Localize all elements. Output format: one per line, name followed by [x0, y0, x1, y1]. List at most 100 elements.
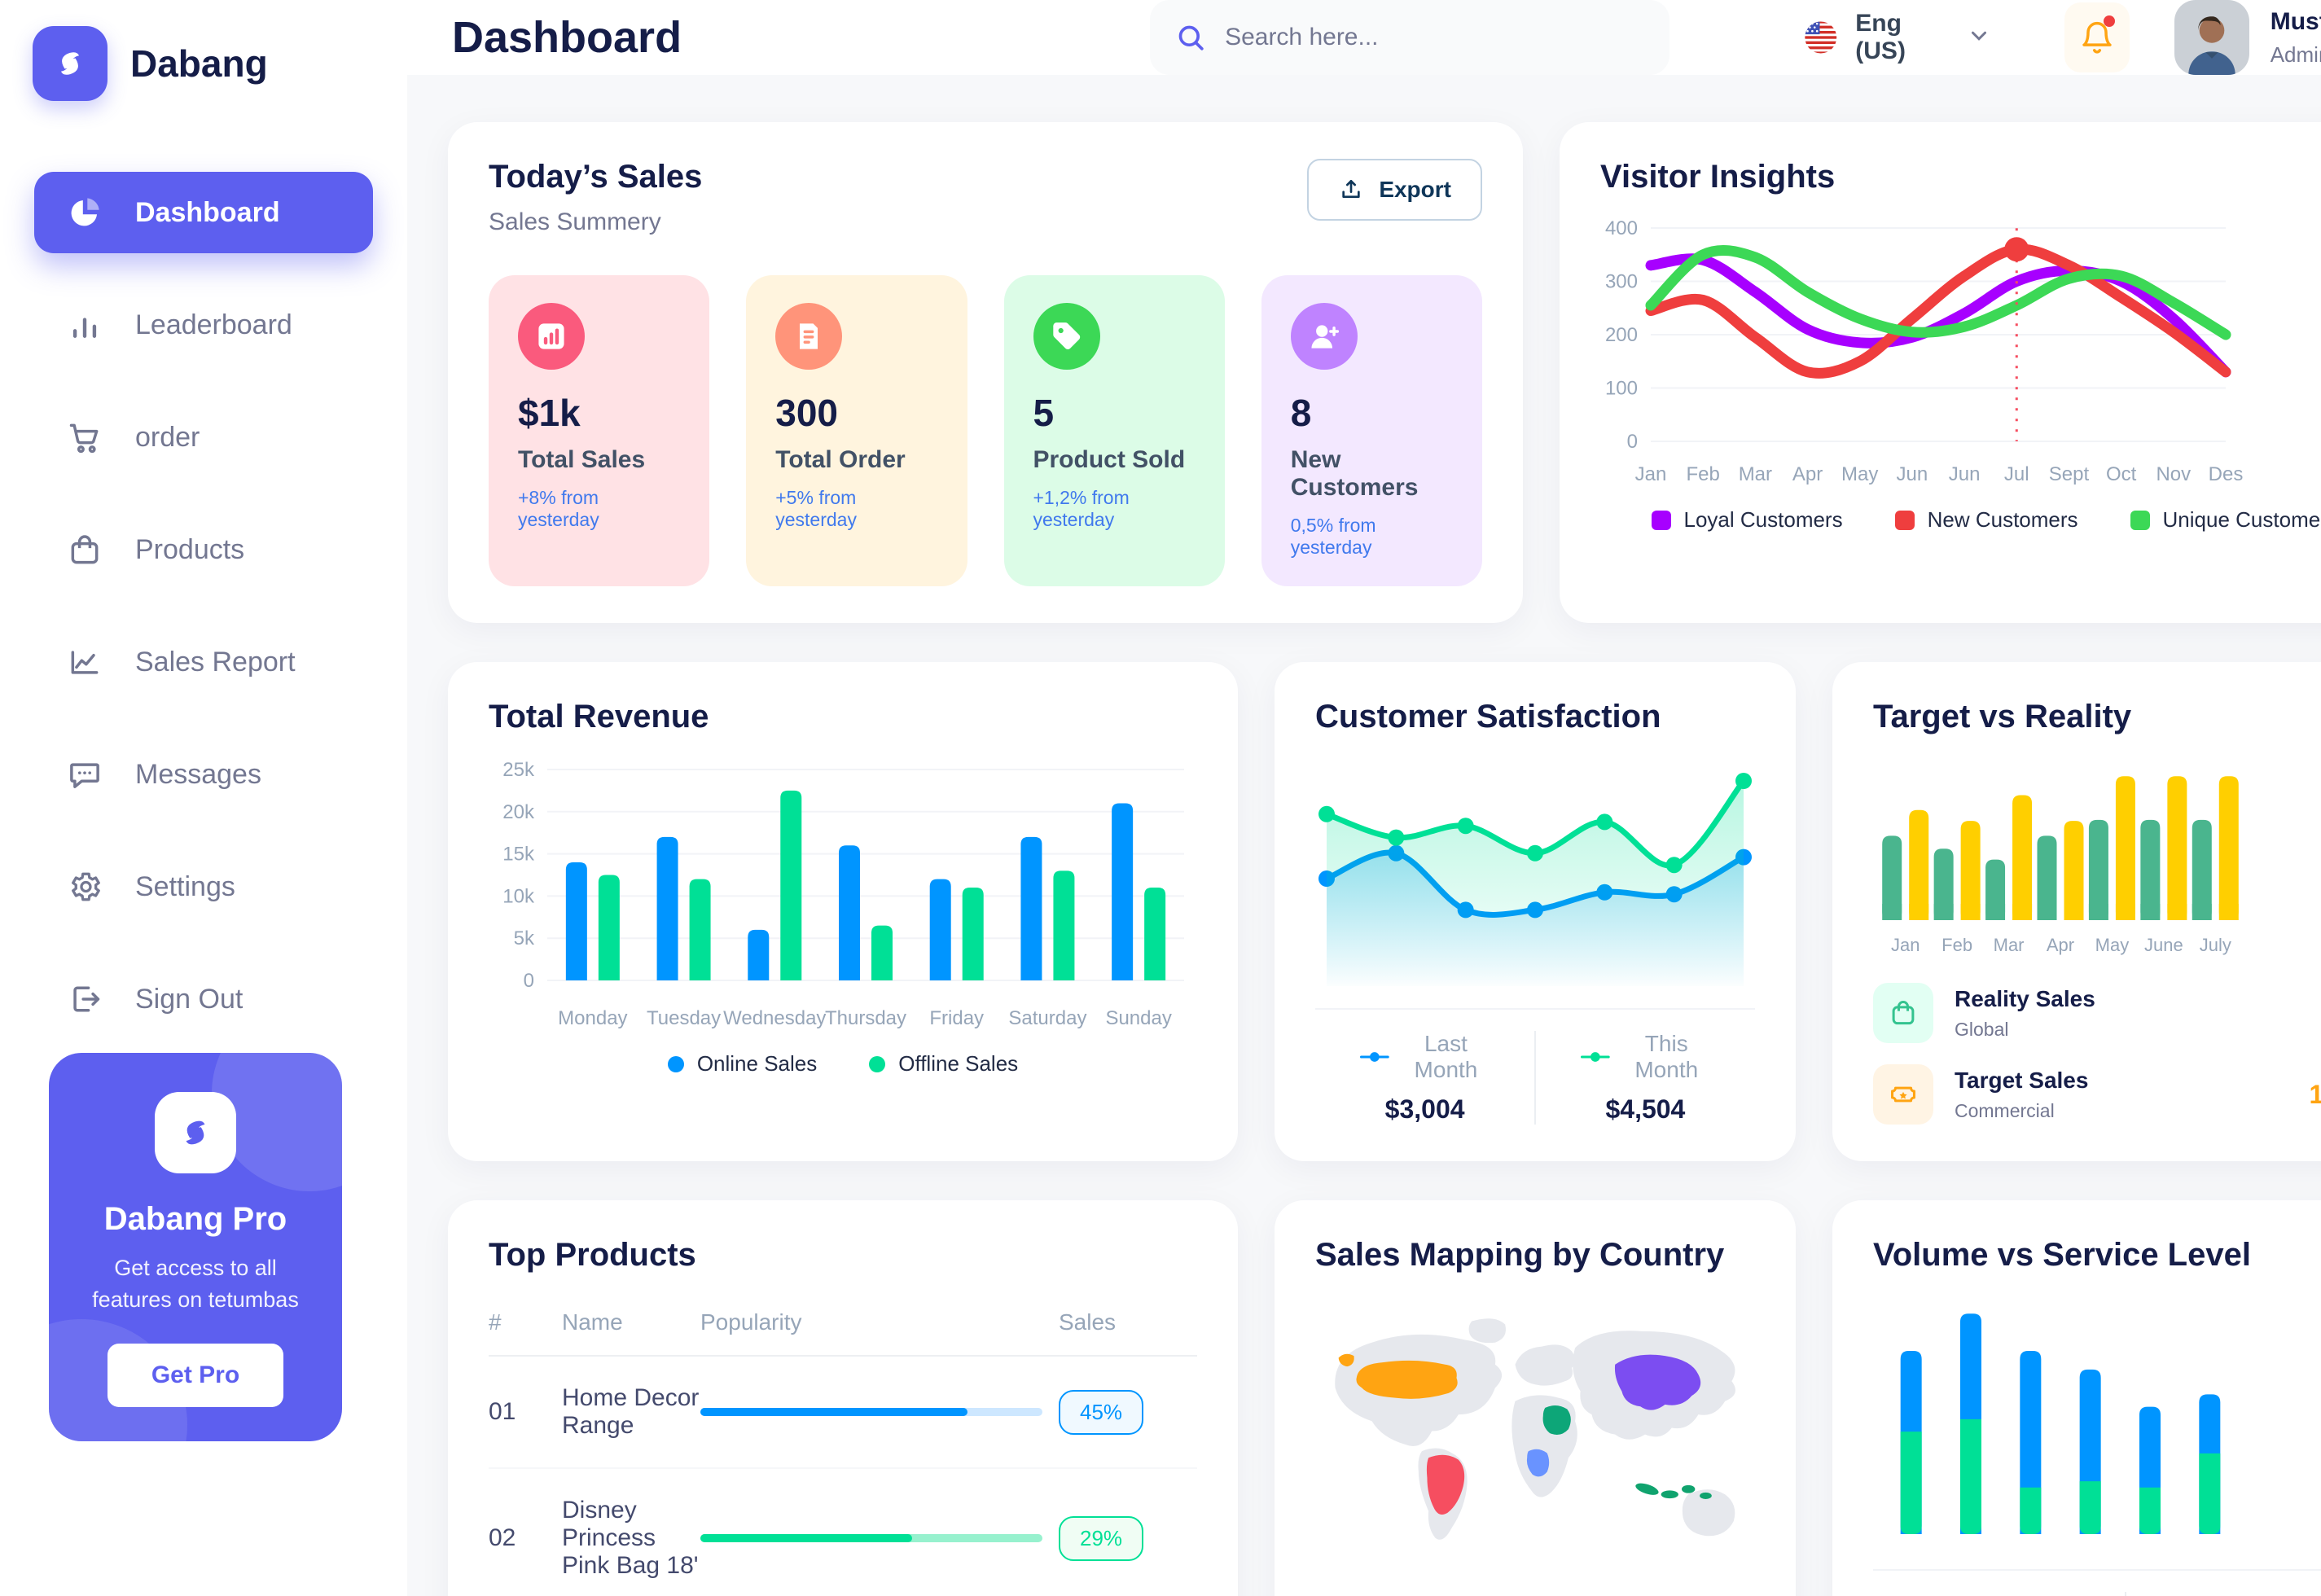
legend-swatch — [667, 1055, 684, 1072]
legend-swatch — [2130, 510, 2150, 530]
user-name: Musfiq — [2270, 7, 2321, 35]
profile-text: Musfiq Admin — [2271, 8, 2321, 68]
sidebar-item-products[interactable]: Products — [34, 509, 373, 590]
svg-text:25k: 25k — [502, 759, 535, 781]
visitor-insights-card: Visitor Insights 0 100 200 300 400 Jan Feb Mar A… — [1560, 122, 2321, 623]
sidebar-item-label: Settings — [135, 870, 235, 902]
product-name: Disney Princess Pink Bag 18' — [562, 1497, 699, 1579]
notification-bell-button[interactable] — [2064, 2, 2130, 72]
summary-value: 12.122 — [2309, 1079, 2321, 1109]
product-row-home-decor-range: 01 Home Decor Range 45% — [489, 1357, 1197, 1469]
svg-text:Mar: Mar — [1739, 463, 1772, 485]
svg-text:Feb: Feb — [1941, 935, 1972, 955]
legend-item-new-customers: New Customers — [1894, 507, 2078, 533]
legend-swatch — [869, 1055, 886, 1072]
country-saudi-arabia — [1542, 1405, 1571, 1436]
svg-text:0: 0 — [1627, 431, 1638, 453]
stat-delta: +5% from yesterday — [775, 487, 857, 530]
dabang-pro-logo-icon — [155, 1091, 236, 1173]
legend-entry-volume: Volume1,135 — [1929, 1592, 2124, 1596]
summary-row-target-sales: Target Sales Commercial 12.122 — [1873, 1064, 2321, 1125]
sidebar-item-sign-out[interactable]: Sign Out — [34, 958, 373, 1040]
country-brazil — [1426, 1454, 1465, 1515]
country-usa — [1356, 1360, 1458, 1399]
product-rank: 02 — [489, 1524, 516, 1551]
volume-service-legend: Volume1,135Services635 — [1873, 1592, 2321, 1596]
country-dr-congo — [1526, 1449, 1550, 1477]
svg-text:Apr: Apr — [2047, 935, 2074, 955]
svg-text:300: 300 — [1605, 271, 1638, 293]
svg-text:0: 0 — [524, 970, 534, 992]
legend-entry-services: Services635 — [2126, 1592, 2321, 1596]
svg-text:Jan: Jan — [1635, 463, 1667, 485]
column-header: Sales — [1059, 1309, 1117, 1335]
sales-badge: 29% — [1059, 1515, 1144, 1561]
sidebar-item-order[interactable]: order — [34, 397, 373, 478]
top-products-table: # Name Popularity Sales 01 Home Decor Range … — [489, 1298, 1197, 1596]
country-indonesia — [1700, 1492, 1712, 1499]
sidebar-item-label: Sign Out — [135, 983, 244, 1015]
summary-sublabel: Global — [1955, 1018, 2009, 1040]
svg-text:July: July — [2200, 935, 2231, 955]
sidebar-item-messages[interactable]: Messages — [34, 734, 373, 815]
svg-text:Sept: Sept — [2049, 463, 2090, 485]
country-china — [1614, 1354, 1701, 1410]
chart-bars-icon — [518, 303, 585, 370]
column-header: # — [489, 1309, 502, 1335]
svg-text:Friday: Friday — [929, 1007, 984, 1029]
stat-card-total-sales: $1k Total Sales +8% from yesterday — [489, 275, 710, 586]
receipt-icon — [775, 303, 843, 370]
summary-label: Reality Sales — [1955, 985, 2095, 1011]
column-header: Name — [562, 1309, 623, 1335]
svg-text:15k: 15k — [502, 844, 535, 866]
language-selector[interactable]: Eng (US) — [1804, 10, 1991, 65]
stat-delta: 0,5% from yesterday — [1290, 515, 1376, 558]
product-name: Home Decor Range — [562, 1384, 700, 1439]
svg-text:Nov: Nov — [2156, 463, 2191, 485]
country-indonesia — [1635, 1483, 1659, 1495]
svg-text:Monday: Monday — [558, 1007, 627, 1029]
total-revenue-legend: Online Sales Offline Sales — [489, 1051, 1197, 1076]
get-pro-button[interactable]: Get Pro — [107, 1344, 284, 1407]
country-indonesia — [1661, 1490, 1678, 1499]
sidebar-item-leaderboard[interactable]: Leaderboard — [34, 284, 373, 366]
search-input[interactable] — [1225, 24, 1645, 51]
todays-sales-subtitle: Sales Summery — [489, 208, 661, 235]
svg-text:May: May — [2095, 935, 2130, 955]
sidebar-item-sales-report[interactable]: Sales Report — [34, 621, 373, 703]
gear-icon — [67, 869, 103, 905]
stat-value: 8 — [1290, 392, 1312, 434]
stat-card-product-sold: 5 Product Sold +1,2% from yesterday — [1003, 275, 1225, 586]
svg-text:Jun: Jun — [1949, 463, 1981, 485]
svg-text:Mar: Mar — [1994, 935, 2025, 955]
country-usa — [1338, 1353, 1354, 1367]
sidebar-item-settings[interactable]: Settings — [34, 846, 373, 927]
todays-sales-title: Today’s Sales — [489, 159, 703, 195]
svg-text:400: 400 — [1605, 217, 1638, 239]
volume-service-card: Volume vs Service Level Volume1,135Servi… — [1832, 1200, 2321, 1596]
svg-text:20k: 20k — [502, 801, 535, 823]
avatar — [2174, 0, 2249, 75]
sign-out-icon — [67, 981, 103, 1017]
stat-value: 5 — [1033, 392, 1055, 434]
legend-value: $3,004 — [1384, 1094, 1465, 1124]
promo-card: Dabang Pro Get access to all features on… — [49, 1052, 342, 1441]
legend-item-online-sales: Online Sales — [667, 1051, 817, 1076]
cart-icon — [67, 419, 103, 455]
search-icon — [1178, 25, 1204, 50]
export-button[interactable]: Export — [1307, 159, 1482, 221]
stat-label: New Customers — [1290, 446, 1419, 501]
stat-delta: +8% from yesterday — [518, 487, 599, 530]
sidebar-item-dashboard[interactable]: Dashboard — [34, 172, 373, 253]
stat-label: Total Sales — [518, 446, 646, 473]
volume-service-title: Volume vs Service Level — [1873, 1237, 2251, 1273]
target-vs-reality-chart: Jan Feb Mar Apr May June July — [1873, 750, 2321, 962]
profile-menu[interactable]: Musfiq Admin — [2174, 0, 2321, 75]
target-vs-reality-card: Target vs Reality Jan Feb Mar Apr May June Jul… — [1832, 662, 2321, 1161]
bell-icon — [2082, 21, 2112, 54]
total-revenue-chart: 0 5k 10k 15k 20k 25k Monday Tuesday Wednesday Thu… — [489, 750, 1197, 1035]
popularity-bar — [700, 1534, 1042, 1542]
sidebar-item-label: Products — [135, 533, 245, 565]
